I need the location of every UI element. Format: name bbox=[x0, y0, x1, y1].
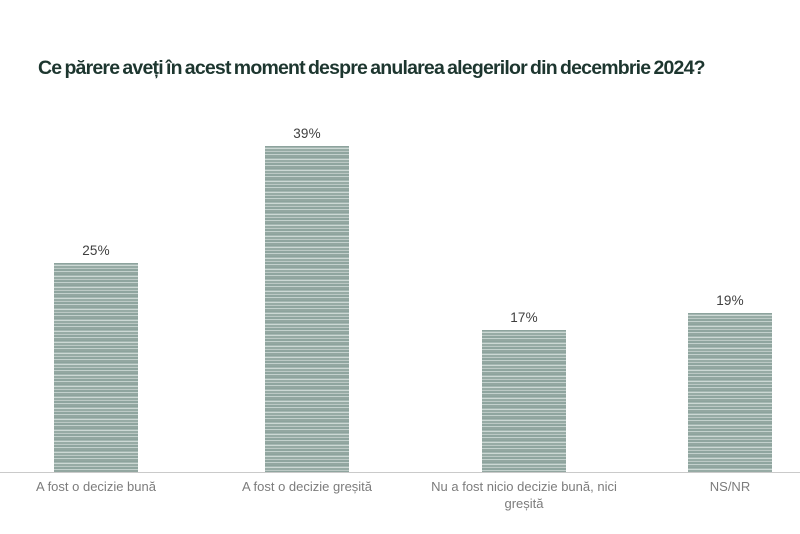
category-label-decizie-gresita: A fost o decizie greșită bbox=[241, 479, 373, 494]
bar bbox=[482, 330, 566, 472]
category-label-nsnr: NS/NR bbox=[709, 479, 751, 494]
chart-title: Ce părere aveți în acest moment despre a… bbox=[38, 57, 706, 79]
bar-value-label: 19% bbox=[716, 293, 744, 309]
bar-group-decizie-gresita: 39% bbox=[265, 126, 349, 472]
bar-group-decizie-buna: 25% bbox=[54, 243, 138, 472]
bar bbox=[265, 146, 349, 472]
bar-value-label: 39% bbox=[293, 126, 321, 142]
bar bbox=[54, 263, 138, 472]
category-label-decizie-buna: A fost o decizie bună bbox=[36, 479, 156, 494]
bar-value-label: 17% bbox=[510, 310, 538, 326]
bar-value-label: 25% bbox=[82, 243, 110, 259]
bar-group-nicio-decizie: 17% bbox=[482, 310, 566, 472]
bar-group-nsnr: 19% bbox=[688, 293, 772, 472]
category-label-nicio-decizie: Nu a fost nicio decizie bună, nici greși… bbox=[431, 479, 617, 511]
x-axis-line bbox=[0, 472, 800, 473]
bar bbox=[688, 313, 772, 472]
